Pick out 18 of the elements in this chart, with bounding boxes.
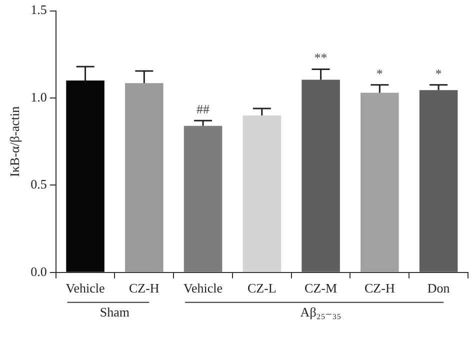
data-label: **: [314, 50, 328, 66]
text: Aβ₂₅₋₃₅: [300, 304, 342, 320]
x-tick-label: Don: [427, 280, 450, 296]
x-tick-label: CZ-H: [128, 280, 160, 296]
y-tick-label: 0.5: [30, 176, 47, 192]
x-tick-label: Vehicle: [66, 280, 106, 296]
y-tick-label: 1.0: [30, 89, 47, 104]
x-tick-label: CZ-M: [304, 280, 338, 296]
x-tick-label: CZ-H: [364, 280, 395, 296]
data-label: ##: [196, 102, 210, 117]
y-axis-title: IκB-α/β-actin: [7, 106, 22, 177]
data-label: *: [435, 66, 442, 81]
text: Sham: [100, 304, 130, 320]
y-tick-label: 1.5: [30, 2, 47, 18]
y-tick-label: 0.0: [30, 264, 47, 279]
x-tick-label: Vehicle: [184, 280, 223, 296]
data-label: *: [376, 66, 383, 81]
x-tick-label: CZ-L: [247, 280, 276, 296]
